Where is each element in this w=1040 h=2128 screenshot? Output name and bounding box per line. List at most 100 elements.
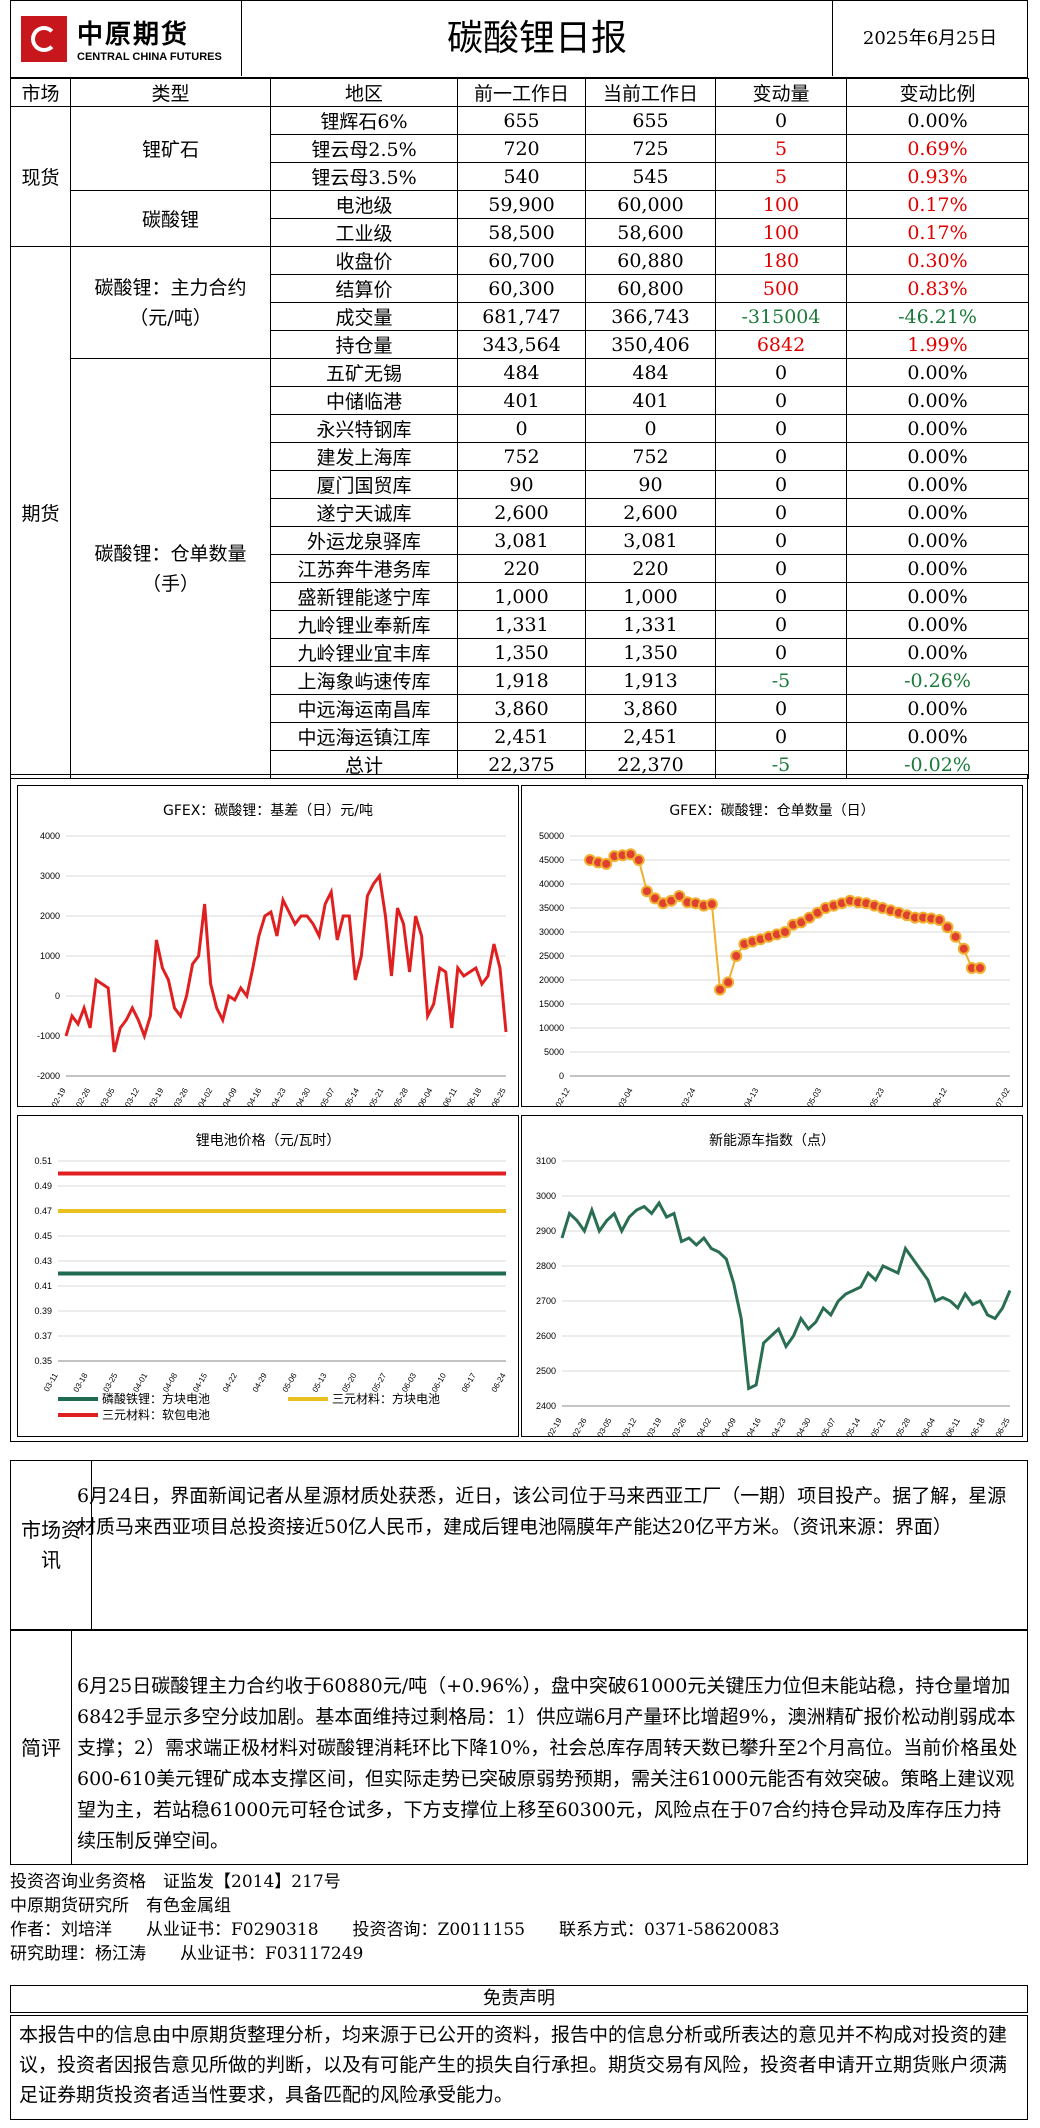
x-tick-label: 04-09 bbox=[221, 1086, 239, 1106]
type-warrants: 碳酸锂：仓单数量（手） bbox=[70, 358, 271, 779]
prev-value: 720 bbox=[457, 134, 586, 163]
table-row: 中远海运镇江库 2,451 2,451 0 0.00% bbox=[11, 722, 1029, 751]
region-cell: 结算价 bbox=[270, 274, 458, 303]
x-tick-label: 04-02 bbox=[695, 1416, 713, 1436]
x-tick-label: 06-11 bbox=[944, 1416, 962, 1436]
change-value: 0 bbox=[715, 386, 847, 415]
y-tick-label: 0.41 bbox=[34, 1281, 52, 1291]
y-tick-label: 2700 bbox=[536, 1296, 556, 1306]
x-tick-label: 05-28 bbox=[392, 1086, 410, 1106]
change-value: 0 bbox=[715, 526, 847, 555]
change-pct: 0.00% bbox=[846, 554, 1029, 583]
logo-cn: 中原期货 bbox=[77, 20, 190, 50]
prev-value: 540 bbox=[457, 162, 586, 191]
x-tick-label: 06-25 bbox=[994, 1416, 1012, 1436]
y-tick-label: 0.47 bbox=[34, 1206, 52, 1216]
region-cell: 锂云母2.5% bbox=[270, 134, 458, 163]
col-change: 变动量 bbox=[715, 78, 847, 107]
y-tick-label: -1000 bbox=[37, 1031, 60, 1041]
x-tick-label: 04-02 bbox=[196, 1086, 214, 1106]
curr-value: 1,350 bbox=[585, 638, 716, 667]
curr-value: 60,880 bbox=[585, 246, 716, 275]
change-value: 500 bbox=[715, 274, 847, 303]
change-pct: 0.00% bbox=[846, 470, 1029, 499]
report-header: 中原期货 CENTRAL CHINA FUTURES 碳酸锂日报 2025年6月… bbox=[10, 0, 1028, 78]
report-date: 2025年6月25日 bbox=[862, 28, 998, 49]
prev-value: 59,900 bbox=[457, 190, 586, 219]
basis-svg: -2000 -1000 0 1000 2000 3000 4000 02-19 02-26 03-… bbox=[37, 831, 508, 1106]
x-tick-label: 06-04 bbox=[919, 1416, 937, 1436]
charts-panel: GFEX：碳酸锂：基差（日）元/吨 -2000 -1000 0 1000 2000 300… bbox=[10, 774, 1028, 1442]
x-tick-label: 04-13 bbox=[742, 1086, 760, 1106]
warrant-point bbox=[949, 930, 962, 943]
chart-title: 锂电池价格（元/瓦时） bbox=[195, 1133, 341, 1149]
x-tick-label: 06-12 bbox=[931, 1086, 949, 1106]
x-tick-label: 02-26 bbox=[74, 1086, 92, 1106]
x-tick-label: 06-17 bbox=[460, 1371, 478, 1394]
change-pct: 0.83% bbox=[846, 274, 1029, 303]
curr-value: 725 bbox=[585, 134, 716, 163]
warrant-point bbox=[730, 950, 743, 962]
y-tick-label: 50000 bbox=[539, 831, 564, 841]
prev-value: 655 bbox=[457, 106, 586, 135]
prev-value: 0 bbox=[457, 414, 586, 443]
table-header-row: 市场 类型 地区 前一工作日 当前工作日 变动量 变动比例 bbox=[10, 78, 1029, 107]
x-tick-label: 03-04 bbox=[617, 1086, 635, 1106]
table-row: 厦门国贸库 90 90 0 0.00% bbox=[11, 470, 1029, 499]
battery-svg: 0.35 0.37 0.39 0.41 0.43 0.45 0.47 0.49 0.51 03-1… bbox=[34, 1156, 508, 1422]
x-tick-label: 04-23 bbox=[270, 1086, 288, 1106]
change-value: 5 bbox=[715, 134, 847, 163]
type-ore: 锂矿石 bbox=[70, 106, 271, 191]
warrant-point bbox=[600, 857, 613, 870]
x-tick-label: 04-09 bbox=[720, 1416, 738, 1436]
x-tick-label: 05-06 bbox=[281, 1371, 299, 1394]
warrant-point bbox=[974, 962, 986, 974]
x-tick-label: 03-26 bbox=[172, 1086, 190, 1106]
curr-value: 1,331 bbox=[585, 610, 716, 639]
change-value: 0 bbox=[715, 638, 847, 667]
x-tick-label: 05-03 bbox=[805, 1086, 823, 1106]
change-pct: 0.30% bbox=[846, 246, 1029, 275]
x-tick-label: 05-14 bbox=[343, 1086, 361, 1106]
change-pct: 0.00% bbox=[846, 694, 1029, 723]
nev-svg: 2400 2500 2600 2700 2800 2900 3000 3100 02-19 02-… bbox=[536, 1156, 1012, 1436]
warrant-point bbox=[933, 914, 946, 926]
battery-price-chart: 锂电池价格（元/瓦时） 0.35 0.37 0.39 0.41 0.43 0.45 0.47… bbox=[17, 1115, 519, 1437]
table-row: 成交量 681,747 366,743 -315004 -46.21% bbox=[11, 302, 1029, 331]
y-tick-label: 0 bbox=[559, 1071, 564, 1081]
prev-value: 401 bbox=[457, 386, 586, 415]
curr-value: 752 bbox=[585, 442, 716, 471]
col-region: 地区 bbox=[270, 78, 458, 107]
y-tick-label: 15000 bbox=[539, 999, 564, 1009]
warrant-point bbox=[714, 983, 726, 996]
curr-value: 60,800 bbox=[585, 274, 716, 303]
warrant-point bbox=[640, 885, 653, 898]
change-value: 0 bbox=[715, 358, 847, 387]
change-pct: 0.17% bbox=[846, 190, 1029, 219]
curr-value: 60,000 bbox=[585, 190, 716, 219]
region-cell: 盛新锂能遂宁库 bbox=[270, 582, 458, 611]
x-tick-label: 05-21 bbox=[367, 1086, 385, 1106]
change-value: -5 bbox=[715, 666, 847, 695]
change-value: 0 bbox=[715, 582, 847, 611]
y-tick-label: 5000 bbox=[544, 1047, 564, 1057]
curr-value: 2,451 bbox=[585, 722, 716, 751]
x-tick-label: 05-21 bbox=[869, 1416, 887, 1436]
region-cell: 电池级 bbox=[270, 190, 458, 219]
table-row: 建发上海库 752 752 0 0.00% bbox=[11, 442, 1029, 471]
change-pct: 0.00% bbox=[846, 386, 1029, 415]
warrant-point bbox=[673, 890, 686, 902]
change-value: 180 bbox=[715, 246, 847, 275]
x-tick-label: 02-19 bbox=[50, 1086, 68, 1106]
curr-value: 401 bbox=[585, 386, 716, 415]
region-cell: 锂云母3.5% bbox=[270, 162, 458, 191]
market-spot: 现货 bbox=[10, 106, 71, 247]
y-tick-label: 45000 bbox=[539, 855, 564, 865]
y-tick-label: 0.45 bbox=[34, 1231, 52, 1241]
x-tick-label: 03-19 bbox=[645, 1416, 663, 1436]
x-tick-label: 04-29 bbox=[251, 1371, 269, 1394]
legend-label: 磷酸铁锂：方块电池 bbox=[102, 1391, 210, 1406]
y-tick-label: 3000 bbox=[536, 1191, 556, 1201]
x-tick-label: 03-05 bbox=[595, 1416, 613, 1436]
nev-series-line bbox=[560, 1200, 1012, 1391]
